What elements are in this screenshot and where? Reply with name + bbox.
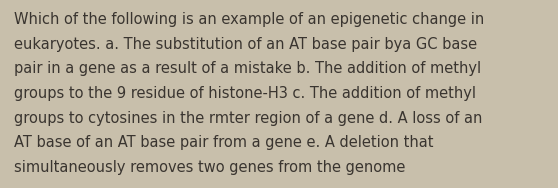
Text: eukaryotes. a. The substitution of an AT base pair bya GC base: eukaryotes. a. The substitution of an AT… bbox=[14, 37, 477, 52]
Text: groups to the 9 residue of histone-H3 c. The addition of methyl: groups to the 9 residue of histone-H3 c.… bbox=[14, 86, 476, 101]
Text: simultaneously removes two genes from the genome: simultaneously removes two genes from th… bbox=[14, 160, 405, 175]
Text: groups to cytosines in the rmter region of a gene d. A loss of an: groups to cytosines in the rmter region … bbox=[14, 111, 482, 126]
Text: AT base of an AT base pair from a gene e. A deletion that: AT base of an AT base pair from a gene e… bbox=[14, 135, 434, 150]
Text: Which of the following is an example of an epigenetic change in: Which of the following is an example of … bbox=[14, 12, 484, 27]
Text: pair in a gene as a result of a mistake b. The addition of methyl: pair in a gene as a result of a mistake … bbox=[14, 61, 481, 77]
